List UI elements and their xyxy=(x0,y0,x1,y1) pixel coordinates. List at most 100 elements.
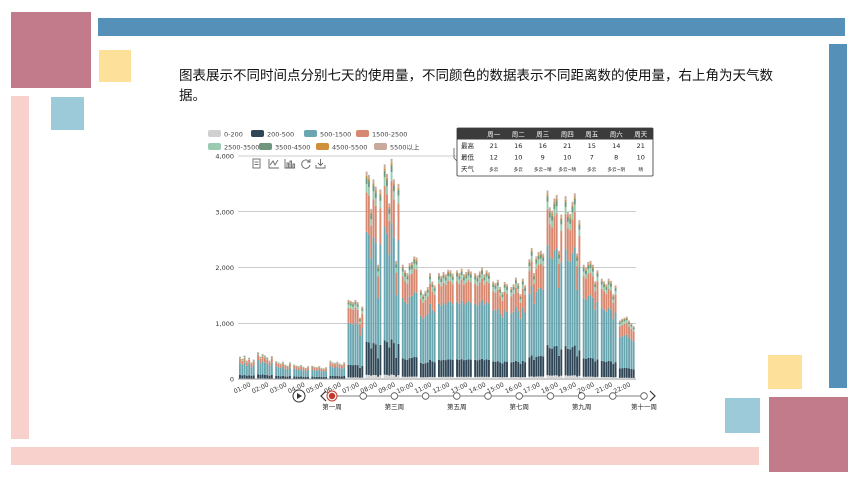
bar-segment[interactable] xyxy=(621,319,624,321)
bar-segment[interactable] xyxy=(492,377,495,379)
bar-segment[interactable] xyxy=(558,258,560,264)
bar-segment[interactable] xyxy=(458,273,461,276)
legend-swatch[interactable] xyxy=(251,130,264,137)
bar-segment[interactable] xyxy=(429,376,431,379)
bar-segment[interactable] xyxy=(530,261,533,286)
bar-segment[interactable] xyxy=(478,271,481,274)
bar-segment[interactable] xyxy=(618,326,621,338)
bar-segment[interactable] xyxy=(356,309,359,325)
legend-swatch[interactable] xyxy=(304,130,317,137)
bar-segment[interactable] xyxy=(313,376,316,379)
bar-segment[interactable] xyxy=(542,356,545,377)
bar-segment[interactable] xyxy=(589,357,592,377)
bar-segment[interactable] xyxy=(365,177,368,185)
bar-segment[interactable] xyxy=(383,340,386,375)
bar-segment[interactable] xyxy=(426,377,429,379)
bar-segment[interactable] xyxy=(589,264,592,268)
bar-segment[interactable] xyxy=(252,375,255,379)
bar-segment[interactable] xyxy=(510,296,513,314)
bar-segment[interactable] xyxy=(478,359,481,377)
bar-segment[interactable] xyxy=(555,195,558,199)
bar-segment[interactable] xyxy=(483,360,486,377)
bar-segment[interactable] xyxy=(352,309,355,325)
bar-segment[interactable] xyxy=(266,363,269,376)
bar-segment[interactable] xyxy=(270,357,273,359)
bar-segment[interactable] xyxy=(632,341,635,370)
bar-segment[interactable] xyxy=(374,205,377,243)
bar-segment[interactable] xyxy=(447,280,450,302)
bar-segment[interactable] xyxy=(514,376,517,379)
bar-segment[interactable] xyxy=(603,361,606,378)
bar-segment[interactable] xyxy=(340,368,343,377)
bar-segment[interactable] xyxy=(392,343,395,375)
bar-segment[interactable] xyxy=(241,360,244,365)
bar-segment[interactable] xyxy=(530,285,533,356)
bar-segment[interactable] xyxy=(607,278,610,281)
bar-segment[interactable] xyxy=(442,359,445,377)
bar-segment[interactable] xyxy=(621,377,624,379)
bar-segment[interactable] xyxy=(315,376,318,379)
bar-segment[interactable] xyxy=(519,296,522,300)
bar-segment[interactable] xyxy=(564,207,567,215)
timeline-point[interactable] xyxy=(609,392,617,400)
bar-segment[interactable] xyxy=(424,293,427,297)
bar-segment[interactable] xyxy=(474,283,477,304)
bar-segment[interactable] xyxy=(591,264,594,267)
bar-segment[interactable] xyxy=(591,358,594,377)
bar-segment[interactable] xyxy=(388,220,391,255)
bar-segment[interactable] xyxy=(528,376,531,379)
bar-segment[interactable] xyxy=(474,303,477,360)
bar-segment[interactable] xyxy=(365,374,368,379)
bar-segment[interactable] xyxy=(374,198,377,206)
bar-segment[interactable] xyxy=(259,358,262,359)
bar-segment[interactable] xyxy=(614,362,617,378)
bar-segment[interactable] xyxy=(383,374,386,379)
bar-segment[interactable] xyxy=(401,276,404,298)
bar-segment[interactable] xyxy=(367,179,370,182)
bar-segment[interactable] xyxy=(582,358,585,377)
bar-segment[interactable] xyxy=(517,310,520,362)
bar-segment[interactable] xyxy=(612,295,615,297)
bar-segment[interactable] xyxy=(628,368,630,378)
bar-segment[interactable] xyxy=(239,357,241,359)
bar-segment[interactable] xyxy=(336,363,339,367)
timeline-label[interactable]: 第十一周 xyxy=(631,402,657,411)
bar-segment[interactable] xyxy=(539,258,542,264)
bar-segment[interactable] xyxy=(533,276,535,280)
bar-segment[interactable] xyxy=(257,360,259,375)
bar-segment[interactable] xyxy=(481,299,483,359)
bar-segment[interactable] xyxy=(334,376,336,379)
bar-segment[interactable] xyxy=(268,365,271,376)
bar-segment[interactable] xyxy=(569,261,572,350)
bar-segment[interactable] xyxy=(628,322,630,324)
bar-segment[interactable] xyxy=(275,366,278,376)
bar-segment[interactable] xyxy=(610,282,612,284)
bar-segment[interactable] xyxy=(501,317,504,364)
bar-segment[interactable] xyxy=(625,334,628,368)
bar-segment[interactable] xyxy=(440,277,443,279)
bar-segment[interactable] xyxy=(553,375,556,379)
bar-segment[interactable] xyxy=(390,222,393,340)
bar-segment[interactable] xyxy=(252,365,255,376)
bar-segment[interactable] xyxy=(248,359,251,360)
bar-segment[interactable] xyxy=(411,261,413,265)
bar-segment[interactable] xyxy=(535,256,538,259)
bar-segment[interactable] xyxy=(386,179,388,187)
bar-segment[interactable] xyxy=(390,158,393,164)
bar-segment[interactable] xyxy=(349,302,352,304)
bar-segment[interactable] xyxy=(607,284,610,289)
bar-segment[interactable] xyxy=(413,258,416,261)
bar-segment[interactable] xyxy=(440,278,443,283)
bar-segment[interactable] xyxy=(628,323,630,327)
bar-segment[interactable] xyxy=(564,196,567,200)
bar-segment[interactable] xyxy=(612,377,615,379)
bar-segment[interactable] xyxy=(605,311,608,362)
bar-segment[interactable] xyxy=(492,309,495,362)
timeline-prev-icon[interactable] xyxy=(320,390,327,402)
bar-segment[interactable] xyxy=(506,293,508,312)
bar-segment[interactable] xyxy=(426,296,429,314)
bar-segment[interactable] xyxy=(293,376,296,379)
bar-segment[interactable] xyxy=(566,215,569,217)
bar-segment[interactable] xyxy=(329,361,332,363)
bar-segment[interactable] xyxy=(612,363,615,378)
